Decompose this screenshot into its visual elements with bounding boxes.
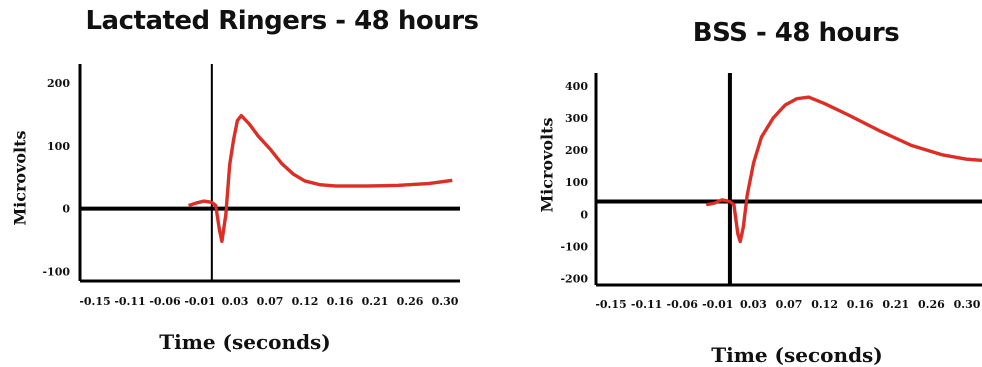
x-tick-label: 0.16 (327, 295, 354, 308)
x-tick-label: -0.11 (114, 295, 145, 308)
x-tick-label: 0.30 (954, 298, 981, 311)
trace-line (189, 116, 453, 242)
x-tick-label: -0.15 (595, 298, 626, 311)
y-tick-label: 100 (47, 140, 70, 153)
y-tick-label: 200 (47, 77, 70, 90)
x-tick-label: 0.26 (918, 298, 945, 311)
x-tick-label: -0.15 (79, 295, 110, 308)
x-tick-label: 0.03 (740, 298, 767, 311)
x-tick-label: 0.12 (811, 298, 838, 311)
trace-underlay (706, 97, 982, 242)
y-tick-label: 300 (565, 112, 588, 125)
x-tick-label: -0.11 (631, 298, 662, 311)
x-tick-label: 0.21 (882, 298, 909, 311)
x-tick-label: -0.06 (667, 298, 699, 311)
y-tick-label: 400 (565, 80, 588, 93)
x-tick-label: -0.06 (149, 295, 181, 308)
y-tick-label: -100 (560, 240, 588, 253)
y-tick-label: 0 (62, 203, 70, 216)
trace-line (706, 97, 982, 242)
y-tick-label: 100 (565, 176, 588, 189)
x-tick-label: 0.30 (432, 295, 459, 308)
y-tick-label: -100 (42, 266, 70, 279)
x-tick-label: 0.07 (257, 295, 284, 308)
x-tick-label: 0.16 (847, 298, 874, 311)
x-tick-label: -0.01 (702, 298, 733, 311)
x-tick-label: 0.03 (222, 295, 249, 308)
y-tick-label: -200 (560, 273, 588, 286)
x-tick-label: 0.12 (292, 295, 319, 308)
x-tick-label: -0.01 (184, 295, 215, 308)
x-tick-label: 0.07 (776, 298, 803, 311)
x-tick-label: 0.26 (397, 295, 424, 308)
y-tick-label: 0 (580, 208, 588, 221)
y-tick-label: 200 (565, 144, 588, 157)
x-tick-label: 0.21 (362, 295, 389, 308)
